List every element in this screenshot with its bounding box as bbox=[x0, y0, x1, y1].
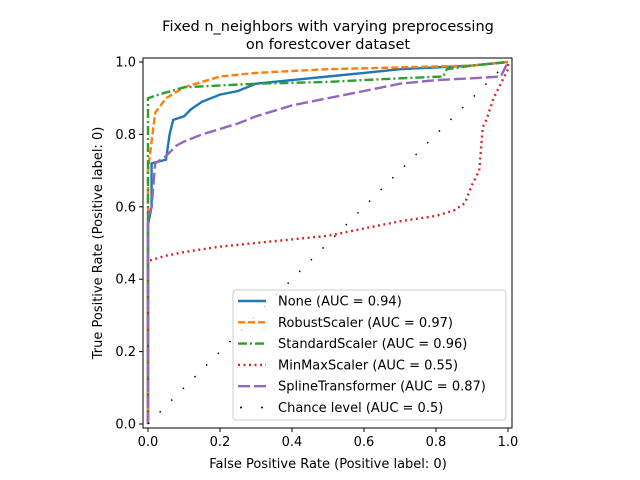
series-line-1 bbox=[146, 60, 509, 424]
x-axis-label: False Positive Rate (Positive label: 0) bbox=[209, 457, 447, 472]
x-tick-label: 0.2 bbox=[210, 435, 231, 450]
axes-frame bbox=[142, 57, 513, 429]
y-tick-label: 0.0 bbox=[115, 418, 136, 433]
legend-entry: Chance level (AUC = 0.5) bbox=[278, 401, 443, 416]
y-axis-label: True Positive Rate (Positive label: 0) bbox=[91, 127, 106, 361]
x-tick-label: 0.0 bbox=[138, 435, 159, 450]
y-tick-label: 0.2 bbox=[115, 345, 136, 360]
chart-title-line-1: Fixed n_neighbors with varying preproces… bbox=[162, 19, 494, 35]
legend-marker bbox=[261, 406, 263, 409]
x-tick-label: 0.8 bbox=[426, 435, 447, 450]
chart-title-line-2: on forestcover dataset bbox=[246, 37, 411, 53]
y-tick-label: 0.8 bbox=[115, 128, 136, 143]
legend-entry: None (AUC = 0.94) bbox=[278, 295, 402, 310]
legend-entry: MinMaxScaler (AUC = 0.55) bbox=[278, 358, 458, 373]
series-line-3 bbox=[146, 62, 510, 424]
y-tick-label: 1.0 bbox=[115, 56, 136, 71]
x-tick-label: 1.0 bbox=[498, 435, 519, 450]
legend-marker bbox=[240, 406, 242, 409]
x-tick-label: 0.4 bbox=[282, 435, 303, 450]
y-tick-label: 0.4 bbox=[115, 273, 136, 288]
y-tick-label: 0.6 bbox=[115, 200, 136, 215]
legend-entry: RobustScaler (AUC = 0.97) bbox=[278, 316, 453, 331]
legend-entry: SplineTransformer (AUC = 0.87) bbox=[278, 380, 486, 395]
series-line-4 bbox=[146, 61, 510, 424]
x-tick-label: 0.6 bbox=[354, 435, 375, 450]
legend-box bbox=[232, 289, 507, 421]
legend-entry: StandardScaler (AUC = 0.96) bbox=[278, 337, 467, 352]
series-line-0 bbox=[146, 60, 509, 424]
